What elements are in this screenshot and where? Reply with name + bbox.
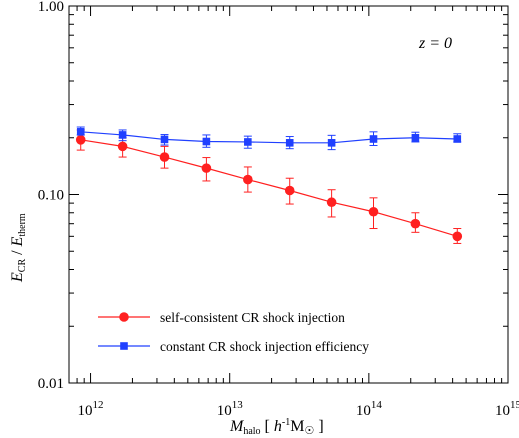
data-point xyxy=(118,131,127,139)
annotation-redshift: z = 0 xyxy=(418,35,452,52)
legend-marker xyxy=(120,342,128,350)
data-point xyxy=(410,218,421,229)
x-tick-label: 1015 xyxy=(495,399,519,419)
series-layer xyxy=(75,126,463,244)
data-point xyxy=(327,139,336,147)
data-point xyxy=(202,137,211,146)
data-point xyxy=(452,231,463,242)
data-point xyxy=(160,135,169,144)
data-point xyxy=(285,139,294,147)
series-1 xyxy=(76,126,462,151)
data-point xyxy=(243,174,253,185)
data-point xyxy=(453,135,462,143)
y-tick-label: 1.00 xyxy=(38,0,64,15)
x-tick-label: 1012 xyxy=(78,399,104,419)
legend-label: constant CR shock injection efficiency xyxy=(160,339,369,354)
x-tick-label: 1014 xyxy=(356,399,383,419)
series-0 xyxy=(75,129,463,244)
data-point xyxy=(284,185,295,196)
data-point xyxy=(411,133,420,142)
y-tick-label: 0.01 xyxy=(38,376,64,392)
y-tick-label: 0.10 xyxy=(38,188,64,204)
data-point xyxy=(117,141,128,152)
data-point xyxy=(75,135,86,145)
series-line xyxy=(80,131,458,144)
x-axis-title: Mhalo [ h-1M☉ ] xyxy=(229,417,324,437)
legend-marker xyxy=(119,312,129,322)
data-point xyxy=(368,206,379,217)
ticks xyxy=(68,5,509,384)
x-tick-label: 1013 xyxy=(217,399,244,419)
data-point xyxy=(76,128,85,136)
data-point xyxy=(159,152,170,162)
legend: self-consistent CR shock injection consta… xyxy=(98,310,369,354)
data-point xyxy=(369,135,378,143)
y-axis-title: ECR / Etherm xyxy=(9,213,28,283)
tick-labels: 1012 1013 1014 1015 0.01 0.10 1.00 xyxy=(38,0,519,419)
data-point xyxy=(201,163,212,173)
data-point xyxy=(244,138,252,146)
data-point xyxy=(326,197,337,208)
series-line xyxy=(80,139,458,237)
legend-label: self-consistent CR shock injection xyxy=(160,310,345,325)
